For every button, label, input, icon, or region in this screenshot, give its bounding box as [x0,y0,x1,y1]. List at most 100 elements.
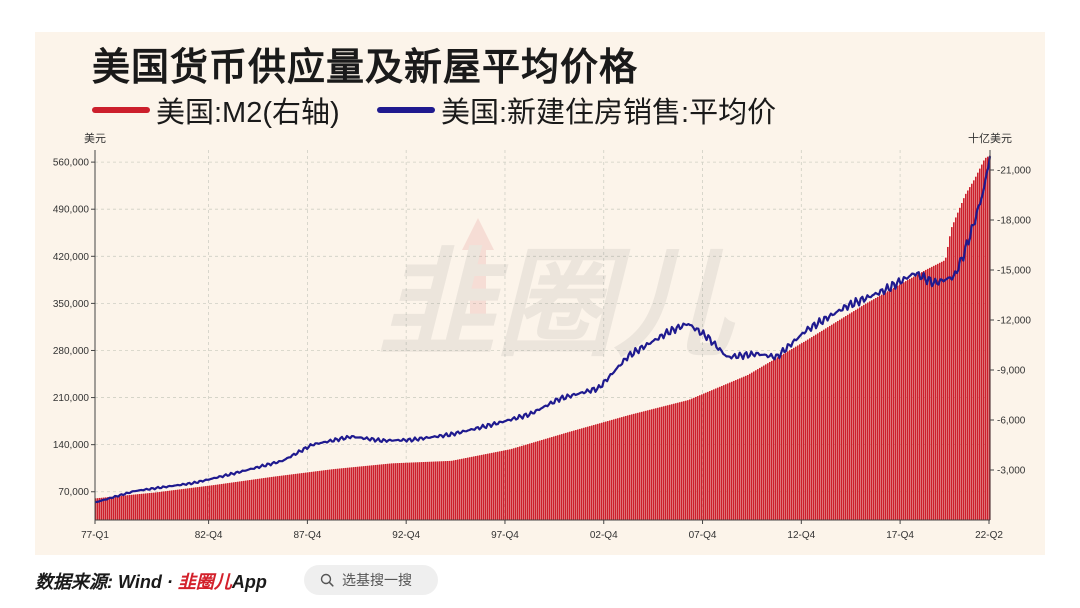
m2-bar [815,334,817,520]
m2-bar [331,469,333,520]
m2-bar [667,405,669,520]
m2-bar [441,461,443,520]
m2-bar [735,380,737,520]
m2-bar [251,479,253,520]
m2-bar [579,428,581,520]
m2-bar [505,450,507,520]
m2-bar [519,446,521,520]
m2-bar [749,373,751,520]
m2-bar [705,392,707,520]
m2-bar [135,494,137,520]
m2-bar [707,391,709,520]
m2-bar [449,460,451,520]
m2-bar [239,481,241,520]
m2-bar [903,282,905,520]
m2-bar [701,394,703,520]
legend-item-house-price: 美国:新建住房销售:平均价 [377,90,776,130]
m2-bar [789,350,791,520]
m2-bar [807,339,809,520]
m2-bar [493,452,495,520]
m2-bar [145,493,147,520]
m2-bar [927,268,929,520]
m2-bar [947,246,949,520]
axes: 70,000 140,000 210,000 280,000 350,000 420,00… [53,150,1031,541]
m2-bar [583,427,585,520]
m2-bar [573,430,575,520]
left-tick-label: 560,000 [53,158,90,169]
m2-bar [601,422,603,520]
m2-bar [823,329,825,520]
m2-bar [575,430,577,520]
m2-bar [631,414,633,520]
x-tick-label: 87-Q4 [293,530,321,541]
m2-bar [849,313,851,520]
m2-bar [693,397,695,520]
m2-bar [403,462,405,520]
m2-bar [149,493,151,520]
m2-bar [257,478,259,520]
m2-bar [439,461,441,520]
m2-bar [167,490,169,520]
m2-bar [361,466,363,520]
m2-bar [233,482,235,520]
m2-bar [595,424,597,520]
m2-bar [475,456,477,520]
m2-bar [269,477,271,520]
m2-bar [613,419,615,520]
m2-bar [537,441,539,520]
m2-bar [623,416,625,520]
m2-bar [215,484,217,520]
m2-bar [193,487,195,520]
m2-bar [513,448,515,520]
m2-bar [685,400,687,520]
m2-bar [131,494,133,520]
m2-bar [553,436,555,520]
m2-bar [133,494,135,520]
m2-bar [561,434,563,520]
m2-bar [911,277,913,520]
m2-bar [825,328,827,520]
x-tick-label: 02-Q4 [590,530,618,541]
m2-bar [281,475,283,520]
m2-bar [195,487,197,520]
m2-bar [653,408,655,520]
m2-bar [943,260,945,520]
m2-bar [185,488,187,520]
m2-bar [923,271,925,520]
m2-bar [739,378,741,520]
m2-bar [433,461,435,520]
m2-bar [465,458,467,520]
m2-bar [843,317,845,520]
m2-bar [949,236,951,521]
m2-bar [419,462,421,520]
m2-bar [209,485,211,520]
m2-bar [527,444,529,520]
m2-bar [699,395,701,520]
m2-bar [951,227,953,521]
search-button[interactable]: 选基搜一搜 [304,565,438,595]
m2-bar [725,384,727,520]
m2-bar [337,468,339,520]
m2-bar [327,469,329,520]
m2-bar [113,496,115,520]
m2-bar [863,304,865,520]
legend-label-m2: 美国:M2(右轴) [156,97,340,129]
right-tick-label: -3,000 [997,466,1026,477]
m2-bar [609,420,611,520]
watermark-arrow [462,218,494,320]
m2-bar [617,418,619,520]
m2-bar [277,476,279,520]
m2-bar [255,479,257,520]
m2-bar [373,465,375,520]
m2-bar [221,483,223,520]
m2-bar [307,472,309,520]
m2-bar [323,470,325,520]
m2-bar [581,428,583,520]
left-tick-label: 210,000 [53,393,90,404]
m2-bar [173,490,175,520]
m2-bar [861,306,863,520]
m2-bar [417,462,419,520]
m2-bar [781,354,783,520]
m2-bar [917,274,919,520]
m2-bar [615,418,617,520]
